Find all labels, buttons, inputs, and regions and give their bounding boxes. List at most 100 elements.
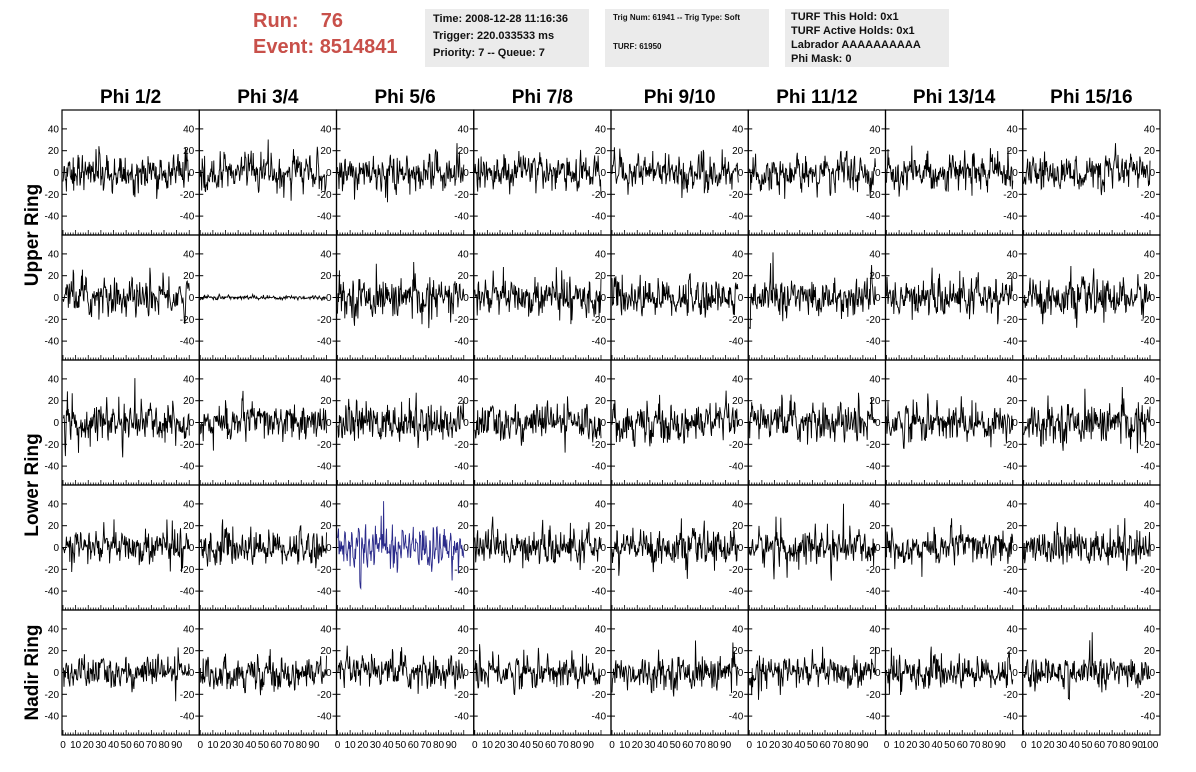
y-tick-label: -40 bbox=[729, 462, 744, 473]
y-tick-label: -20 bbox=[180, 315, 195, 326]
y-tick-label: -20 bbox=[1003, 440, 1018, 451]
run-label: Run: bbox=[253, 10, 299, 32]
y-tick-label: 0 bbox=[463, 293, 469, 304]
x-tick-label: 90 bbox=[995, 740, 1007, 751]
trigger-text: Trigger: 220.033533 ms bbox=[433, 30, 555, 42]
x-tick-label: 10 bbox=[619, 740, 631, 751]
y-tick-label: 40 bbox=[869, 624, 881, 635]
y-tick-label: 20 bbox=[1144, 146, 1156, 157]
y-tick-label: -20 bbox=[866, 190, 881, 201]
x-tick-label: 60 bbox=[133, 740, 145, 751]
waveform-trace bbox=[337, 261, 465, 329]
waveform-trace bbox=[337, 645, 465, 694]
y-tick-label: -20 bbox=[866, 565, 881, 576]
y-tick-label: 0 bbox=[463, 418, 469, 429]
x-tick-label: 90 bbox=[308, 740, 320, 751]
y-tick-label: 40 bbox=[320, 249, 332, 260]
x-tick-label: 20 bbox=[769, 740, 781, 751]
x-tick-label: 30 bbox=[95, 740, 107, 751]
y-tick-label: -20 bbox=[317, 565, 332, 576]
y-tick-label: -20 bbox=[592, 690, 607, 701]
y-tick-label: 0 bbox=[1012, 418, 1018, 429]
y-tick-label: -20 bbox=[729, 315, 744, 326]
waveform-trace bbox=[886, 145, 1014, 197]
y-tick-label: -40 bbox=[1003, 712, 1018, 723]
x-tick-label: 0 bbox=[60, 740, 66, 751]
x-tick-label: 10 bbox=[1031, 740, 1043, 751]
x-tick-label: 20 bbox=[494, 740, 506, 751]
y-tick-label: 20 bbox=[320, 146, 332, 157]
x-tick-label: 60 bbox=[682, 740, 694, 751]
y-tick-label: 0 bbox=[1149, 418, 1155, 429]
waveform-trace bbox=[199, 292, 327, 302]
waveform-trace bbox=[474, 516, 602, 571]
turf-info-box: TURF This Hold: 0x1 TURF Active Holds: 0… bbox=[785, 9, 949, 67]
y-tick-label: 40 bbox=[1007, 624, 1019, 635]
y-tick-label: 20 bbox=[869, 521, 881, 532]
waveform-trace bbox=[337, 143, 465, 203]
y-tick-label: -40 bbox=[1141, 712, 1156, 723]
y-tick-label: 40 bbox=[732, 124, 744, 135]
y-tick-label: -40 bbox=[180, 587, 195, 598]
waveform-trace bbox=[199, 139, 327, 201]
x-tick-label: 100 bbox=[1142, 740, 1159, 751]
y-tick-label: -40 bbox=[180, 212, 195, 223]
x-tick-label: 50 bbox=[670, 740, 682, 751]
y-tick-label: -40 bbox=[729, 587, 744, 598]
y-tick-label: -40 bbox=[317, 712, 332, 723]
y-tick-label: -20 bbox=[454, 440, 469, 451]
x-tick-label: 40 bbox=[657, 740, 669, 751]
x-tick-label: 30 bbox=[507, 740, 519, 751]
y-tick-label: 0 bbox=[1012, 168, 1018, 179]
y-tick-label: 0 bbox=[600, 668, 606, 679]
y-tick-label: -20 bbox=[317, 690, 332, 701]
y-tick-label: 40 bbox=[48, 124, 60, 135]
y-tick-label: 0 bbox=[600, 293, 606, 304]
y-tick-label: 0 bbox=[463, 668, 469, 679]
y-tick-label: 20 bbox=[183, 146, 195, 157]
y-tick-label: -40 bbox=[454, 712, 469, 723]
waveform-trace bbox=[1023, 143, 1151, 196]
y-tick-label: 40 bbox=[1144, 124, 1156, 135]
x-tick-label: 0 bbox=[197, 740, 203, 751]
x-tick-label: 20 bbox=[632, 740, 644, 751]
y-tick-label: 20 bbox=[869, 146, 881, 157]
waveform-trace bbox=[1023, 265, 1151, 328]
y-tick-label: 20 bbox=[732, 521, 744, 532]
y-tick-label: 0 bbox=[875, 293, 881, 304]
x-tick-label: 80 bbox=[707, 740, 719, 751]
y-tick-label: -20 bbox=[592, 440, 607, 451]
y-tick-label: -20 bbox=[45, 190, 60, 201]
x-tick-label: 70 bbox=[1107, 740, 1119, 751]
y-tick-label: -40 bbox=[45, 587, 60, 598]
y-tick-label: 40 bbox=[732, 249, 744, 260]
waveform-trace bbox=[474, 644, 602, 695]
x-tick-label: 10 bbox=[482, 740, 494, 751]
y-tick-label: -20 bbox=[592, 315, 607, 326]
x-tick-label: 90 bbox=[857, 740, 869, 751]
y-tick-label: 0 bbox=[53, 668, 59, 679]
x-tick-label: 0 bbox=[472, 740, 478, 751]
y-tick-label: 40 bbox=[320, 624, 332, 635]
y-tick-label: -20 bbox=[866, 440, 881, 451]
y-tick-label: -20 bbox=[180, 190, 195, 201]
phi-mask-text: Phi Mask: 0 bbox=[791, 53, 852, 65]
run-event-block: Run: 76 Event: 8514841 bbox=[253, 8, 398, 60]
y-tick-label: 0 bbox=[875, 668, 881, 679]
trig-num-text: Trig Num: 61941 -- Trig Type: Soft bbox=[613, 13, 740, 22]
y-tick-label: -40 bbox=[454, 337, 469, 348]
y-tick-label: 40 bbox=[48, 249, 60, 260]
y-tick-label: 0 bbox=[1149, 293, 1155, 304]
run-value: 76 bbox=[320, 10, 344, 32]
waveform-trace bbox=[1023, 632, 1151, 701]
y-tick-label: -20 bbox=[45, 565, 60, 576]
y-tick-label: 20 bbox=[458, 646, 470, 657]
x-tick-label: 80 bbox=[296, 740, 308, 751]
waveform-trace bbox=[748, 646, 876, 700]
x-tick-label: 10 bbox=[207, 740, 219, 751]
turf-active-text: TURF Active Holds: 0x1 bbox=[791, 25, 915, 37]
turf-hold-text: TURF This Hold: 0x1 bbox=[791, 11, 899, 23]
y-tick-label: 40 bbox=[595, 249, 607, 260]
waveform-trace bbox=[199, 519, 327, 569]
y-tick-label: -40 bbox=[729, 712, 744, 723]
